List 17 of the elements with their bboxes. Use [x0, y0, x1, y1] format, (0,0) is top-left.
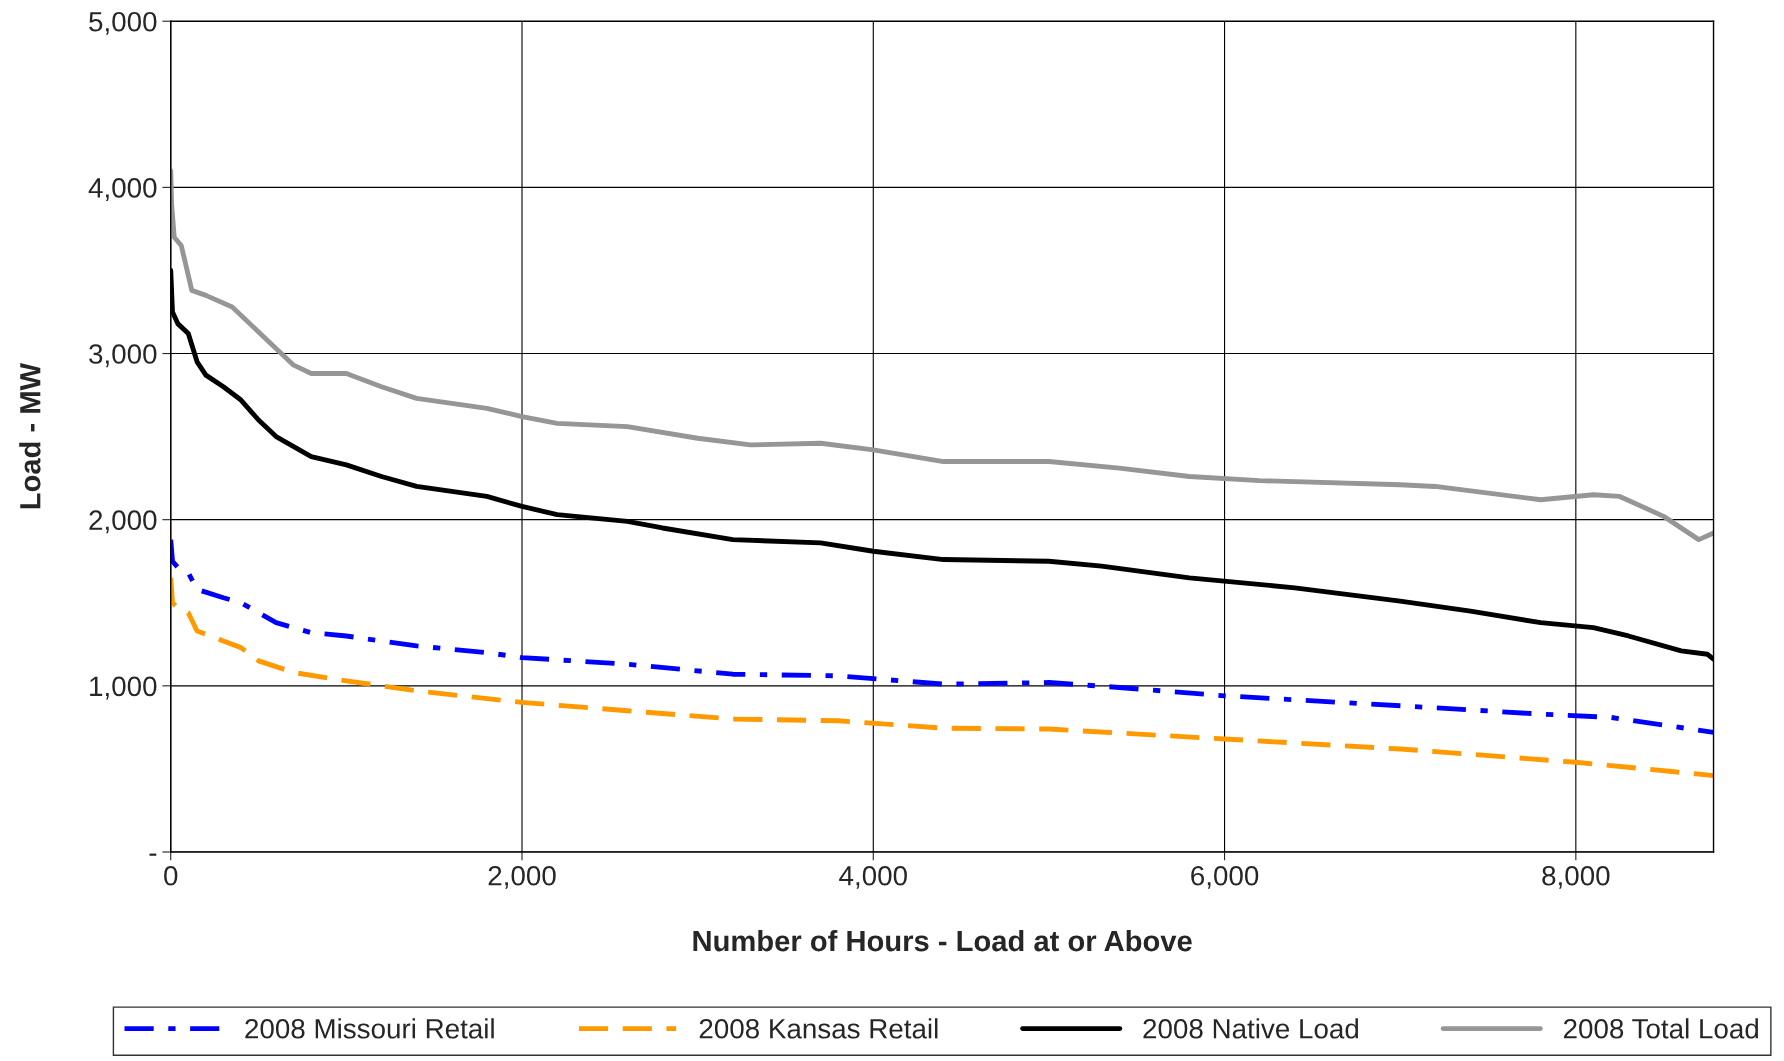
x-tick-label: 8,000 [1542, 865, 1610, 889]
x-tick-label: 6,000 [1191, 865, 1259, 889]
y-axis-title: Load - MW [19, 362, 41, 509]
x-axis-title: Number of Hours - Load at or Above [693, 929, 1192, 952]
y-tick-label: 5,000 [89, 11, 157, 35]
y-tick-label: 1,000 [90, 676, 157, 700]
y-tick-label: - [149, 853, 157, 856]
y-tick-label: 4,000 [88, 178, 157, 201]
legend-label: 2008 Native Load [1143, 1018, 1359, 1039]
legend-label: 2008 Total Load [1563, 1018, 1758, 1039]
y-tick-label: 3,000 [89, 344, 157, 368]
legend-label: 2008 Missouri Retail [245, 1018, 494, 1039]
x-tick-label: 0 [164, 865, 178, 886]
x-tick-label: 2,000 [488, 865, 556, 889]
y-tick-label: 2,000 [89, 510, 157, 534]
x-tick-label: 4,000 [839, 865, 907, 889]
legend-label: 2008 Kansas Retail [699, 1018, 938, 1039]
